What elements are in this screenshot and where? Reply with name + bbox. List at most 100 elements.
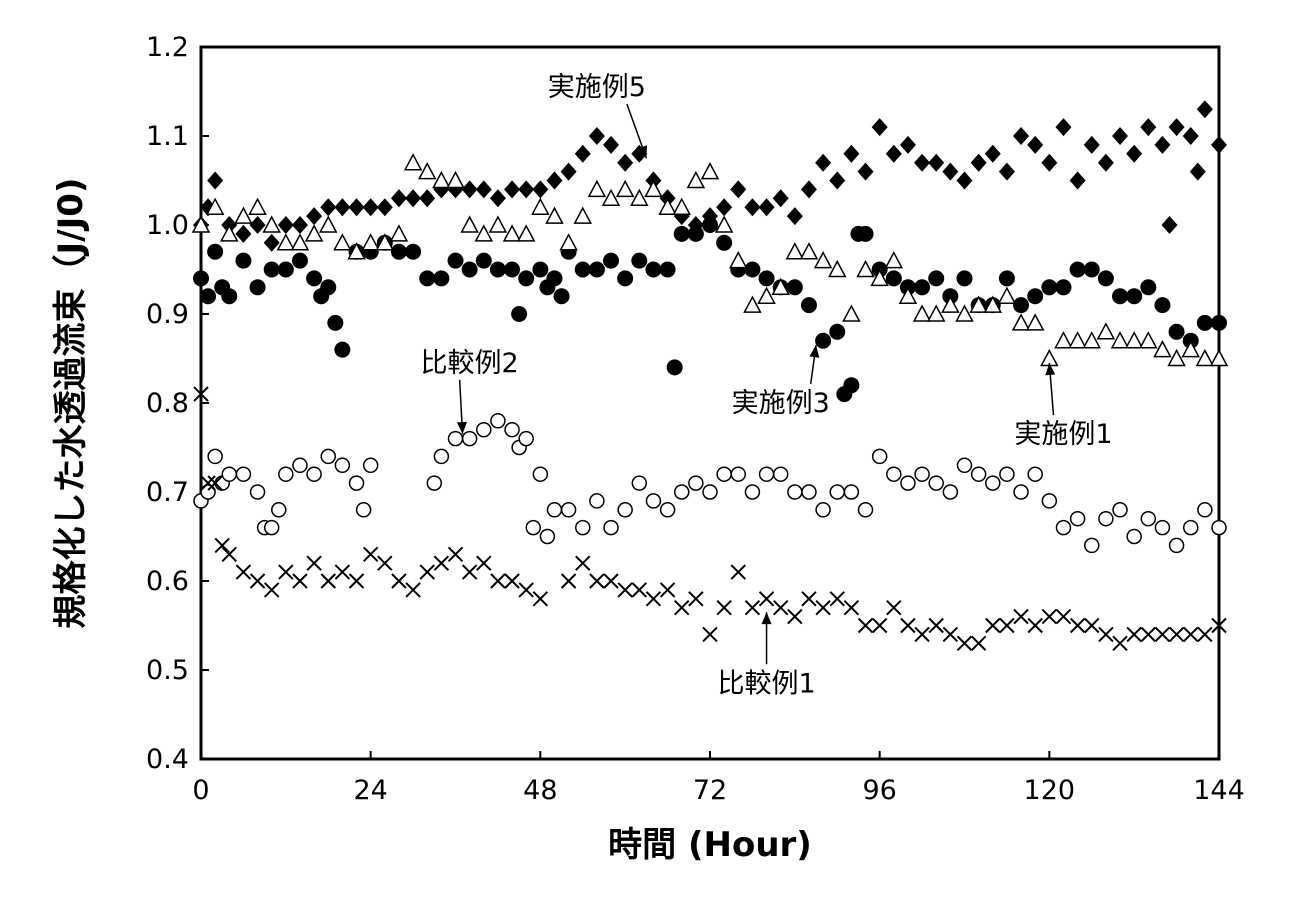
- data-point: [405, 155, 421, 170]
- data-point: [1055, 279, 1071, 295]
- data-point: [716, 235, 732, 251]
- data-point: [1084, 136, 1100, 154]
- y-tick-label: 0.4: [146, 744, 189, 775]
- data-point: [1212, 521, 1226, 535]
- data-point: [999, 163, 1015, 181]
- data-point: [830, 485, 844, 499]
- y-tick-label: 0.7: [146, 477, 189, 508]
- data-point: [505, 423, 519, 437]
- data-point: [631, 253, 647, 269]
- data-point: [744, 198, 760, 216]
- data-point: [661, 503, 675, 517]
- data-point: [250, 279, 266, 295]
- data-point: [391, 189, 407, 207]
- data-point: [604, 574, 618, 588]
- data-point: [717, 601, 731, 615]
- data-point: [816, 601, 830, 615]
- data-point: [1042, 610, 1056, 624]
- data-point: [802, 485, 816, 499]
- data-point: [759, 198, 775, 216]
- data-point: [1041, 154, 1057, 172]
- data-point: [377, 198, 393, 216]
- data-point: [575, 208, 591, 223]
- data-point: [745, 485, 759, 499]
- data-point: [886, 253, 902, 268]
- data-point: [320, 198, 336, 216]
- data-point: [1155, 627, 1169, 641]
- data-point: [859, 503, 873, 517]
- data-point: [519, 432, 533, 446]
- data-point: [419, 189, 435, 207]
- data-point: [667, 359, 683, 375]
- data-point: [1154, 342, 1170, 357]
- data-point: [235, 225, 251, 243]
- data-point: [1140, 333, 1156, 348]
- data-point: [504, 180, 520, 198]
- data-point: [427, 476, 441, 490]
- data-point: [335, 458, 349, 472]
- data-point: [844, 601, 858, 615]
- data-point: [1027, 288, 1043, 304]
- data-point: [307, 556, 321, 570]
- data-point: [546, 172, 562, 190]
- data-point: [477, 556, 491, 570]
- data-point: [957, 306, 973, 321]
- data-point: [307, 467, 321, 481]
- data-point: [900, 136, 916, 154]
- data-point: [675, 601, 689, 615]
- data-point: [1169, 324, 1185, 340]
- data-point: [858, 163, 874, 181]
- data-point: [562, 503, 576, 517]
- data-point: [901, 476, 915, 490]
- y-tick-label: 0.5: [146, 655, 189, 686]
- data-point: [1169, 118, 1185, 136]
- data-point: [928, 306, 944, 321]
- data-point: [1041, 279, 1057, 295]
- data-point: [957, 172, 973, 190]
- data-point: [1071, 619, 1085, 633]
- y-tick-label: 0.8: [146, 388, 189, 419]
- data-point: [476, 226, 492, 241]
- data-point: [830, 592, 844, 606]
- data-point: [462, 180, 478, 198]
- data-point: [334, 342, 350, 358]
- data-point: [1169, 351, 1185, 366]
- data-point: [958, 458, 972, 472]
- data-point: [972, 636, 986, 650]
- data-point: [278, 262, 294, 278]
- data-point: [1013, 127, 1029, 145]
- data-point: [1183, 127, 1199, 145]
- data-point: [815, 154, 831, 172]
- data-point: [547, 503, 561, 517]
- data-point: [858, 262, 874, 277]
- series-3: [193, 155, 1227, 366]
- data-point: [1162, 216, 1178, 234]
- data-point: [632, 476, 646, 490]
- data-point: [215, 538, 229, 552]
- data-point: [1184, 521, 1198, 535]
- data-point: [200, 288, 216, 304]
- data-point: [688, 173, 704, 188]
- data-point: [278, 216, 294, 234]
- data-point: [1014, 610, 1028, 624]
- data-point: [759, 288, 775, 303]
- data-point: [546, 270, 562, 286]
- data-point: [815, 333, 831, 349]
- data-point: [915, 627, 929, 641]
- data-point: [1098, 270, 1114, 286]
- annotation-label: 比較例1: [717, 668, 815, 699]
- data-point: [731, 565, 745, 579]
- data-point: [1155, 521, 1169, 535]
- data-point: [477, 423, 491, 437]
- data-point: [306, 226, 322, 241]
- data-point: [617, 270, 633, 286]
- data-point: [1112, 333, 1128, 348]
- data-point: [716, 217, 732, 232]
- data-point: [1113, 636, 1127, 650]
- data-point: [689, 592, 703, 606]
- data-point: [914, 306, 930, 321]
- x-tick-label: 144: [1193, 775, 1245, 806]
- data-point: [533, 467, 547, 481]
- annotation-label: 比較例2: [421, 348, 519, 379]
